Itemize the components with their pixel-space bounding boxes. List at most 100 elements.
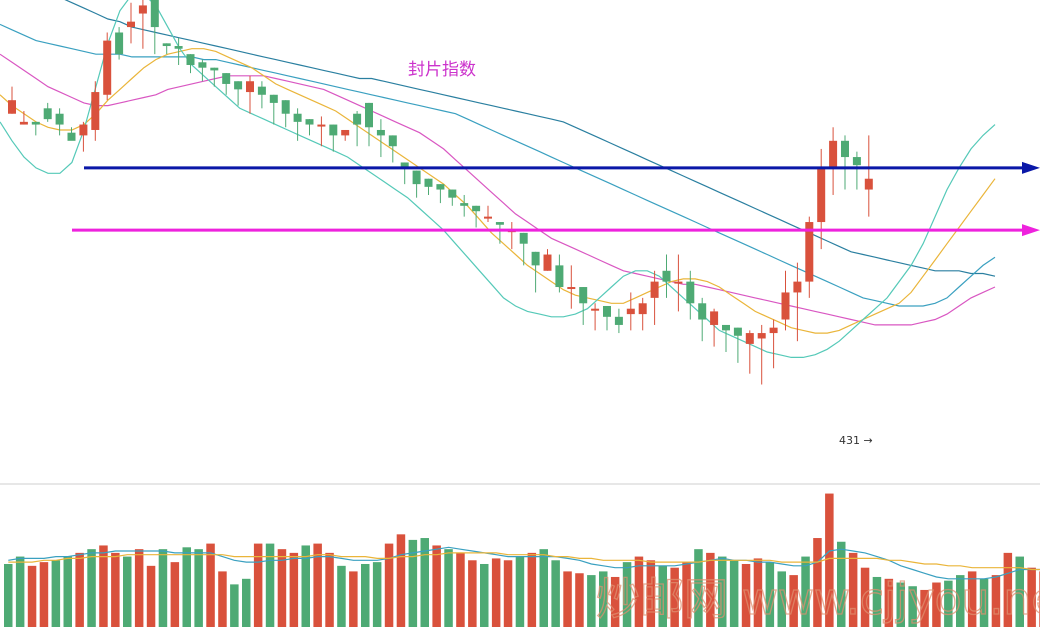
volume-bar-41 <box>491 558 501 627</box>
candle-body-62 <box>745 333 754 344</box>
volume-bar-43 <box>515 556 525 627</box>
volume-bar-45 <box>539 549 548 627</box>
candle-body-1 <box>19 121 28 125</box>
candle-body-61 <box>733 327 742 336</box>
volume-bar-57 <box>682 562 691 627</box>
candle-body-12 <box>150 0 159 28</box>
candle-body-67 <box>805 222 814 282</box>
volume-bar-46 <box>551 560 560 627</box>
volume-bar-84 <box>1003 552 1013 627</box>
volume-bar-55 <box>658 565 667 627</box>
volume-bar-65 <box>777 571 786 627</box>
candle-body-10 <box>127 21 135 28</box>
volume-bar-14 <box>170 562 180 627</box>
volume-bar-28 <box>337 565 346 627</box>
volume-bar-81 <box>967 571 977 627</box>
candle-body-11 <box>138 5 147 14</box>
candle-body-16 <box>198 62 207 68</box>
price-ma-line-4 <box>0 0 996 358</box>
candle-body-63 <box>757 333 766 339</box>
volume-bar-25 <box>301 545 310 627</box>
candle-body-36 <box>436 184 445 190</box>
volume-bar-0 <box>4 563 13 627</box>
volume-bar-44 <box>527 552 537 627</box>
candle-body-49 <box>591 308 600 311</box>
volume-bar-32 <box>384 543 394 627</box>
candle-body-0 <box>8 100 16 114</box>
volume-ma-line-1 <box>8 552 1040 571</box>
candle-body-25 <box>305 119 314 125</box>
candle-body-56 <box>674 281 683 284</box>
candle-body-23 <box>281 100 290 114</box>
moving-averages <box>0 0 996 358</box>
volume-bar-68 <box>813 538 822 627</box>
candle-body-44 <box>531 251 540 266</box>
volume-bar-3 <box>39 562 49 627</box>
candle-body-55 <box>662 270 671 282</box>
volume-bar-22 <box>265 543 275 627</box>
candle-body-41 <box>495 222 504 225</box>
volume-bar-79 <box>944 580 953 627</box>
volume-bar-7 <box>87 549 96 627</box>
volume-bar-67 <box>801 556 810 627</box>
candle-body-45 <box>543 254 552 271</box>
candle-body-47 <box>567 287 576 290</box>
volume-bar-60 <box>718 556 727 627</box>
candle-body-52 <box>626 308 635 315</box>
candle-body-20 <box>246 81 254 93</box>
candle-body-34 <box>412 170 421 185</box>
volume-bar-59 <box>706 552 715 627</box>
price-ma-line-1 <box>0 23 996 307</box>
candle-body-3 <box>43 108 52 120</box>
volume-bar-5 <box>63 556 72 627</box>
low-point-annotation: 431 → <box>839 434 873 447</box>
volume-bar-24 <box>289 552 299 627</box>
candle-body-26 <box>317 124 326 127</box>
volume-bar-56 <box>670 567 679 627</box>
volume-bar-53 <box>634 556 644 627</box>
candle-body-40 <box>484 216 492 219</box>
volume-bar-80 <box>956 575 965 627</box>
candle-body-19 <box>234 81 243 90</box>
candle-body-69 <box>829 140 838 168</box>
volume-bar-71 <box>848 552 858 627</box>
volume-ma-line-0 <box>8 546 1040 580</box>
volume-bar-51 <box>610 576 620 627</box>
volume-bar-54 <box>646 560 656 627</box>
candle-body-28 <box>341 129 350 136</box>
candle-body-66 <box>793 281 802 293</box>
volume-bar-38 <box>456 552 465 627</box>
volume-bar-9 <box>111 552 120 627</box>
chart-title: 封片指数 <box>408 60 476 80</box>
volume-bar-82 <box>979 578 989 627</box>
candle-body-31 <box>376 129 385 136</box>
candle-body-48 <box>579 287 588 304</box>
volume-bar-16 <box>194 549 203 627</box>
price-ma-line-0 <box>64 0 996 277</box>
reference-arrow-0 <box>1022 161 1040 174</box>
volume-bar-15 <box>182 547 191 627</box>
candle-body-21 <box>257 86 266 95</box>
volume-bar-36 <box>432 545 441 627</box>
candle-body-54 <box>650 281 659 298</box>
volume-bar-75 <box>896 582 905 627</box>
volume-bar-4 <box>51 560 61 627</box>
volume-bar-33 <box>396 534 406 627</box>
volume-bar-72 <box>860 567 870 627</box>
volume-bar-78 <box>932 582 941 627</box>
candle-body-30 <box>365 102 373 128</box>
candle-body-14 <box>174 46 183 49</box>
volume-bar-8 <box>99 545 108 627</box>
candle-body-32 <box>388 135 397 147</box>
volume-bar-83 <box>991 575 1001 627</box>
candle-body-24 <box>293 113 302 122</box>
candle-body-13 <box>162 43 171 47</box>
reference-lines <box>72 161 1040 237</box>
candle-body-33 <box>400 162 409 168</box>
volume-bar-39 <box>468 560 477 627</box>
volume-bar-74 <box>884 578 894 627</box>
volume-bar-37 <box>444 549 453 627</box>
volume-bar-10 <box>123 556 132 627</box>
candles <box>8 0 873 385</box>
volume-bar-86 <box>1027 567 1036 627</box>
